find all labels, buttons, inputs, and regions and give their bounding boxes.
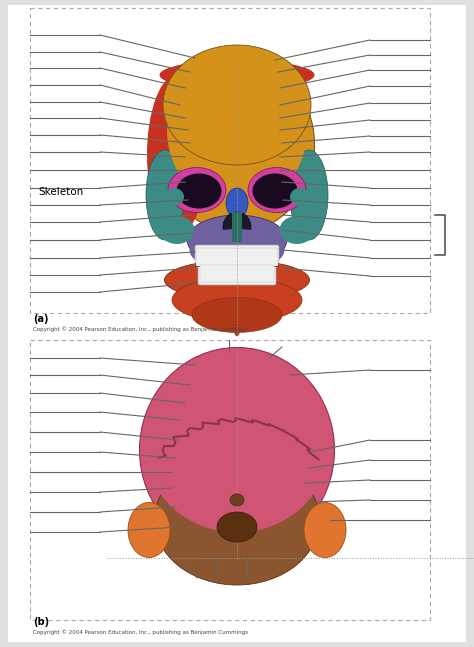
Ellipse shape — [164, 188, 184, 206]
Ellipse shape — [139, 347, 335, 553]
Text: (a): (a) — [33, 314, 48, 324]
Ellipse shape — [146, 150, 184, 240]
Ellipse shape — [248, 168, 306, 212]
Ellipse shape — [190, 229, 284, 271]
Ellipse shape — [217, 512, 257, 542]
Bar — [232, 212, 242, 242]
Ellipse shape — [192, 298, 282, 333]
Text: (b): (b) — [33, 617, 49, 627]
Ellipse shape — [159, 60, 315, 90]
Ellipse shape — [235, 330, 239, 336]
Ellipse shape — [280, 216, 315, 244]
Ellipse shape — [290, 150, 328, 240]
Ellipse shape — [164, 260, 310, 300]
Ellipse shape — [226, 188, 248, 218]
Ellipse shape — [163, 45, 311, 165]
Bar — [195, 263, 279, 267]
Ellipse shape — [159, 216, 194, 244]
Ellipse shape — [176, 173, 221, 208]
FancyBboxPatch shape — [196, 248, 278, 266]
Bar — [30, 8, 430, 313]
Text: Skeleton: Skeleton — [38, 187, 83, 197]
FancyBboxPatch shape — [195, 245, 279, 267]
Text: Copyright © 2004 Pearson Education, Inc., publishing as Benjamin Cummings: Copyright © 2004 Pearson Education, Inc.… — [33, 630, 248, 635]
Ellipse shape — [290, 188, 310, 206]
Ellipse shape — [187, 215, 287, 265]
Bar — [30, 340, 430, 620]
Ellipse shape — [167, 52, 307, 208]
Ellipse shape — [230, 494, 244, 506]
Ellipse shape — [128, 503, 170, 558]
Text: Copyright © 2004 Pearson Education, Inc., publishing as Benjamin Cummings: Copyright © 2004 Pearson Education, Inc.… — [33, 326, 248, 332]
Ellipse shape — [155, 455, 319, 585]
Ellipse shape — [172, 278, 302, 322]
Ellipse shape — [304, 503, 346, 558]
Ellipse shape — [145, 358, 329, 532]
Ellipse shape — [172, 60, 302, 230]
Ellipse shape — [168, 168, 226, 212]
Ellipse shape — [253, 173, 298, 208]
FancyBboxPatch shape — [200, 265, 274, 282]
Ellipse shape — [159, 58, 315, 232]
Ellipse shape — [223, 212, 251, 242]
FancyBboxPatch shape — [198, 265, 276, 285]
Ellipse shape — [147, 75, 207, 235]
